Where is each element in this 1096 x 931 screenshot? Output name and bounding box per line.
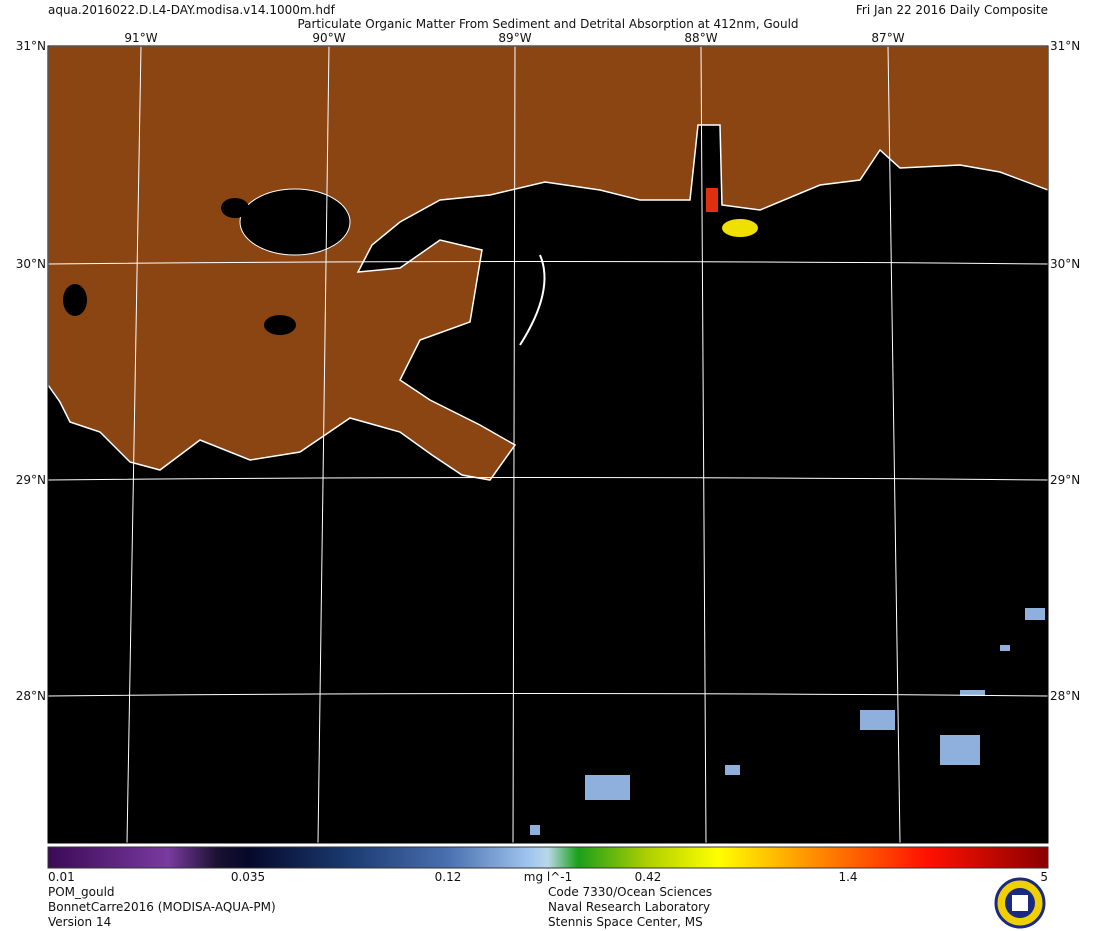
latitude-label: 28°N xyxy=(1050,689,1080,703)
footer-text: POM_gould xyxy=(48,885,115,899)
latitude-label: 31°N xyxy=(16,39,46,53)
latitude-label: 29°N xyxy=(16,473,46,487)
latitude-label: 28°N xyxy=(16,689,46,703)
graticule xyxy=(48,46,1048,843)
footer-text: BonnetCarre2016 (MODISA-AQUA-PM) xyxy=(48,900,276,914)
longitude-label: 91°W xyxy=(124,31,157,45)
land xyxy=(48,46,1048,481)
colorbar-tick-label: 0.01 xyxy=(48,870,75,884)
footer-text: Code 7330/Ocean Sciences xyxy=(548,885,712,899)
longitude-label: 89°W xyxy=(498,31,531,45)
footer-text: Stennis Space Center, MS xyxy=(548,915,703,929)
map xyxy=(48,46,1048,843)
low-concentration-patches xyxy=(530,608,1045,835)
logo xyxy=(994,877,1046,929)
lake xyxy=(63,284,87,316)
colorbar xyxy=(47,846,1049,869)
colorbar-tick-label: 0.42 xyxy=(635,870,662,884)
colorbar-tick-label: 0.035 xyxy=(231,870,265,884)
lake xyxy=(221,198,249,218)
units: mg l^-1 xyxy=(524,870,572,884)
high-concentration-patch xyxy=(706,188,718,212)
map-frame xyxy=(47,45,1049,844)
longitude-label: 88°W xyxy=(684,31,717,45)
island xyxy=(519,254,546,346)
lake xyxy=(239,188,351,256)
latitude-label: 31°N xyxy=(1050,39,1080,53)
latitude-label: 29°N xyxy=(1050,473,1080,487)
colorbar-tick-label: 0.12 xyxy=(435,870,462,884)
colorbar-tick-label: 5 xyxy=(1040,870,1048,884)
latitude-label: 30°N xyxy=(1050,257,1080,271)
date: Fri Jan 22 2016 Daily Composite xyxy=(856,3,1048,17)
longitude-label: 87°W xyxy=(871,31,904,45)
footer-text: Version 14 xyxy=(48,915,111,929)
colorbar-tick-label: 1.4 xyxy=(838,870,857,884)
file-name: aqua.2016022.D.L4-DAY.modisa.v14.1000m.h… xyxy=(48,3,336,17)
longitude-label: 90°W xyxy=(312,31,345,45)
latitude-label: 30°N xyxy=(16,257,46,271)
lake xyxy=(264,315,296,335)
footer-text: Naval Research Laboratory xyxy=(548,900,710,914)
high-concentration-patch xyxy=(722,219,758,237)
title: Particulate Organic Matter From Sediment… xyxy=(297,17,798,31)
